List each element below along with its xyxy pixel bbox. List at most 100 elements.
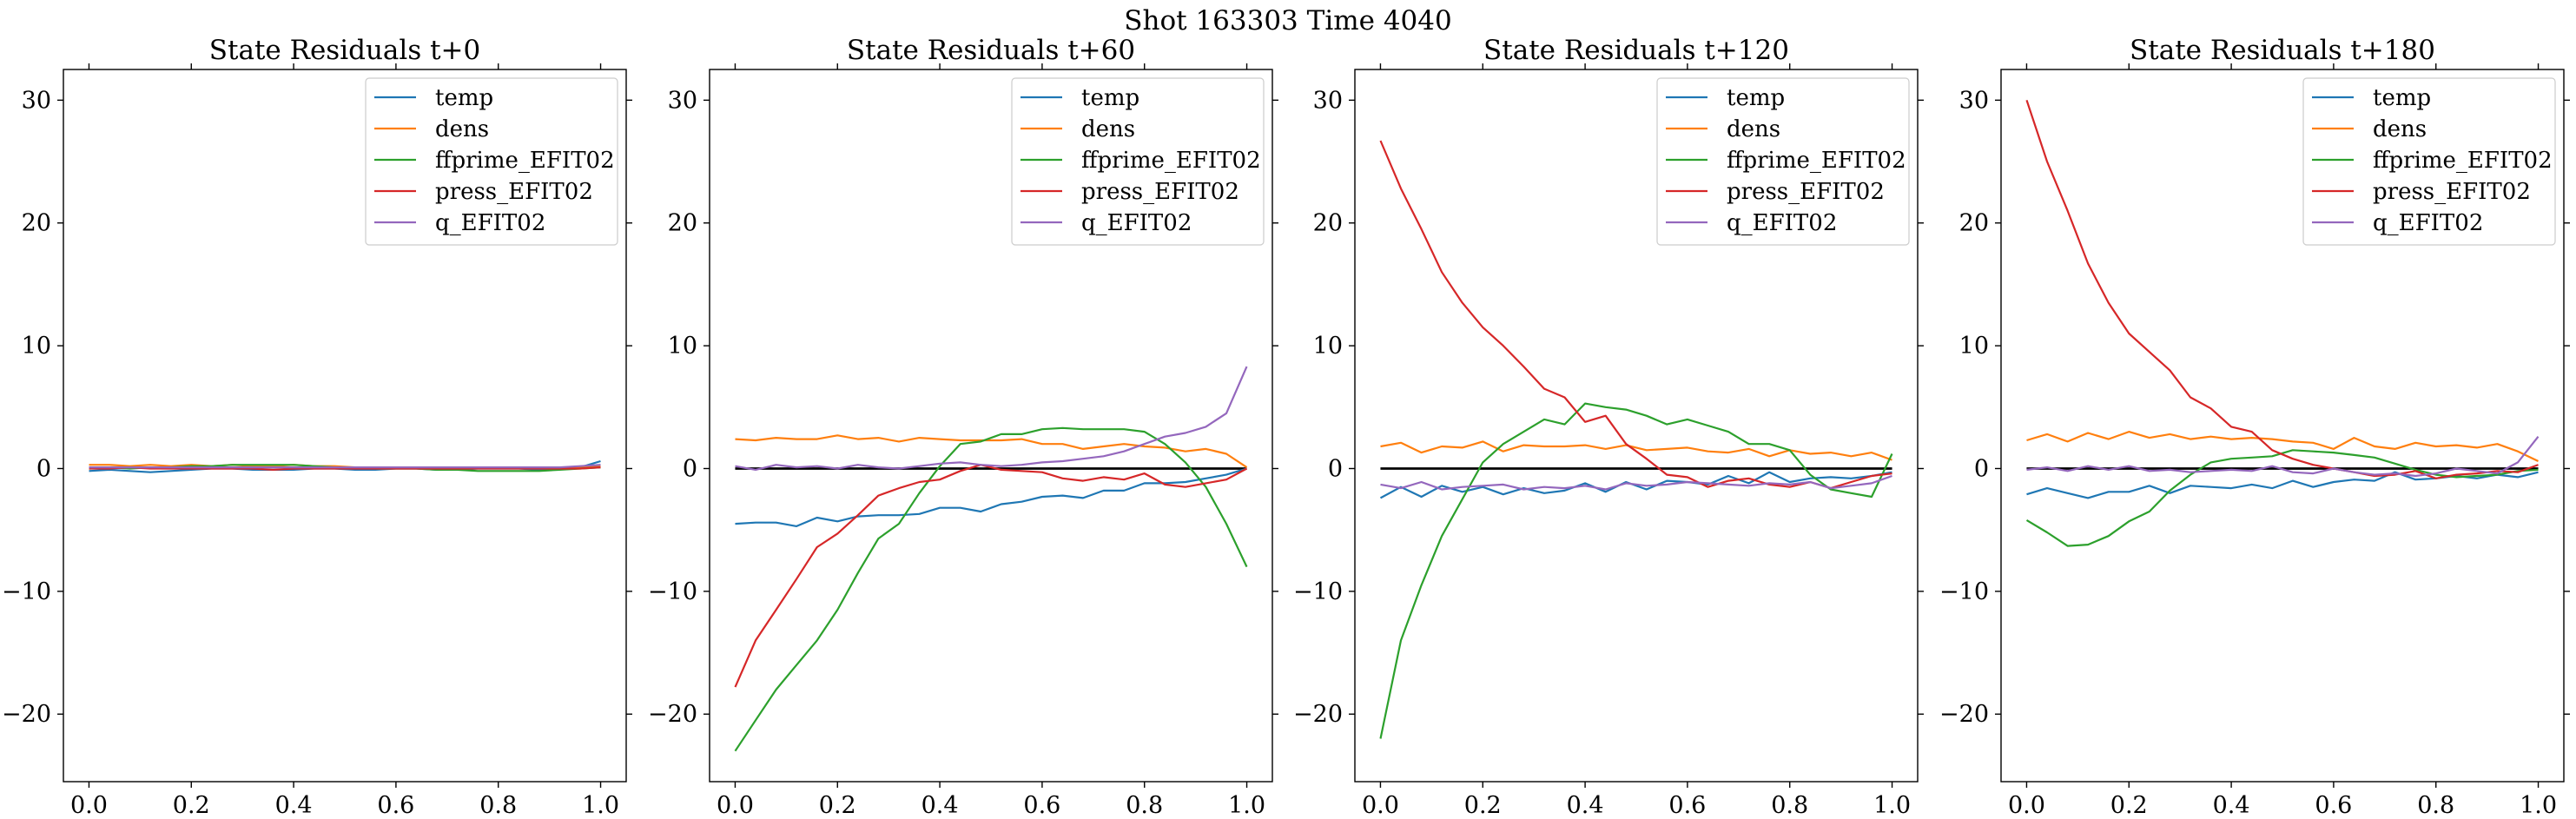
x-tick-label: 1.0 <box>1873 792 1911 819</box>
axes-frame <box>63 69 627 783</box>
y-tick-label: −10 <box>1293 578 1343 605</box>
panel-title: State Residuals t+60 <box>847 35 1135 66</box>
series-line-dens <box>2026 431 2539 462</box>
figure-suptitle: Shot 163303 Time 4040 <box>1124 5 1451 36</box>
legend-box <box>365 77 618 246</box>
x-tick-label: 0.4 <box>1567 792 1604 819</box>
x-tick-label: 0.8 <box>1771 792 1808 819</box>
y-tick-label: −10 <box>648 578 697 605</box>
legend-box <box>1011 77 1265 246</box>
series-line-temp <box>1379 471 1892 499</box>
x-tick-label: 0.4 <box>2213 792 2250 819</box>
legend-box <box>2302 77 2556 246</box>
y-tick-label: −20 <box>1293 701 1343 728</box>
legend-label: temp <box>2373 85 2431 111</box>
y-tick-label: 0 <box>36 455 51 482</box>
x-tick-label: 0.2 <box>819 792 856 819</box>
y-tick-label: 30 <box>668 87 697 114</box>
x-tick-label: 0.2 <box>1464 792 1502 819</box>
series-line-dens <box>735 434 1248 469</box>
legend-label: q_EFIT02 <box>1727 210 1837 236</box>
axes-frame <box>1354 69 1919 783</box>
x-tick-label: 0.2 <box>173 792 210 819</box>
panel-t180: State Residuals t+180 0.0 0.2 0.4 0.6 0.8 1.0… <box>1939 35 2570 819</box>
x-tick-label: 0.6 <box>1668 792 1706 819</box>
series-line-ffprime_EFIT02 <box>1379 402 1893 739</box>
x-tick-label: 0.4 <box>275 792 313 819</box>
legend-label: dens <box>1727 116 1780 142</box>
series-line-temp <box>735 467 1247 528</box>
x-tick-label: 0.2 <box>2110 792 2148 819</box>
series-line-press_EFIT02 <box>89 466 601 472</box>
x-tick-label: 0.8 <box>1126 792 1163 819</box>
x-tick-label: 0.4 <box>921 792 959 819</box>
legend-label: press_EFIT02 <box>435 179 593 205</box>
y-tick-label: −20 <box>648 701 697 728</box>
series-line-dens <box>1380 440 1892 461</box>
x-tick-label: 1.0 <box>1228 792 1265 819</box>
series-line-q_EFIT02 <box>2026 436 2540 478</box>
legend-label: ffprime_EFIT02 <box>2373 148 2553 174</box>
legend-label: dens <box>1081 116 1135 142</box>
x-tick-label: 1.0 <box>582 792 619 819</box>
y-tick-label: 0 <box>1974 455 1989 482</box>
x-tick-label: 0.0 <box>717 792 754 819</box>
y-tick-label: 10 <box>1959 333 1989 360</box>
y-tick-label: 20 <box>22 210 51 237</box>
panel-title: State Residuals t+120 <box>1483 35 1789 66</box>
series-line-q_EFIT02 <box>1380 474 1892 491</box>
series-line-press_EFIT02 <box>2025 99 2539 479</box>
y-tick-label: 30 <box>1313 87 1343 114</box>
y-tick-label: 0 <box>1328 455 1343 482</box>
legend-label: q_EFIT02 <box>1081 210 1192 236</box>
y-tick-label: 30 <box>22 87 51 114</box>
legend-label: ffprime_EFIT02 <box>1727 148 1906 174</box>
legend-label: temp <box>1727 85 1785 111</box>
series-line-q_EFIT02 <box>735 366 1248 472</box>
axes-frame <box>709 69 1273 783</box>
panel-title: State Residuals t+180 <box>2130 35 2435 66</box>
y-tick-label: 20 <box>1313 210 1343 237</box>
x-tick-label: 1.0 <box>2520 792 2557 819</box>
series-line-ffprime_EFIT02 <box>734 426 1248 752</box>
x-tick-label: 0.6 <box>1023 792 1060 819</box>
legend-label: press_EFIT02 <box>1727 179 1885 205</box>
panel-t60: State Residuals t+60 0.0 0.2 0.4 0.6 0.8 1.0 −… <box>648 35 1278 819</box>
x-tick-label: 0.8 <box>479 792 517 819</box>
y-tick-label: 10 <box>668 333 697 360</box>
x-tick-label: 0.6 <box>377 792 414 819</box>
y-tick-label: −10 <box>1939 578 1989 605</box>
legend-label: dens <box>435 116 489 142</box>
y-tick-label: 20 <box>1959 210 1989 237</box>
x-tick-label: 0.0 <box>70 792 108 819</box>
panel-t120: State Residuals t+120 0.0 0.2 0.4 0.6 0.8 1.0… <box>1293 35 1924 819</box>
x-tick-label: 0.6 <box>2315 792 2352 819</box>
y-tick-label: 10 <box>22 333 51 360</box>
series-line-press_EFIT02 <box>734 464 1248 688</box>
legend-label: ffprime_EFIT02 <box>435 148 615 174</box>
y-tick-label: −20 <box>2 701 51 728</box>
series-line-q_EFIT02 <box>89 464 601 469</box>
axes-frame <box>2000 69 2565 783</box>
panel-t0: State Residuals t+0 0.0 0.2 0.4 0.6 0.8 1.0 −2… <box>2 35 632 819</box>
x-tick-label: 0.0 <box>2008 792 2045 819</box>
y-tick-label: 10 <box>1313 333 1343 360</box>
series-line-ffprime_EFIT02 <box>2025 449 2539 547</box>
legend-label: temp <box>1081 85 1139 111</box>
y-tick-label: −20 <box>1939 701 1989 728</box>
legend-label: temp <box>435 85 493 111</box>
x-tick-label: 0.0 <box>1362 792 1399 819</box>
legend-box <box>1656 77 1910 246</box>
legend-label: ffprime_EFIT02 <box>1081 148 1261 174</box>
y-tick-label: 30 <box>1959 87 1989 114</box>
legend-label: dens <box>2373 116 2427 142</box>
y-tick-label: −10 <box>2 578 51 605</box>
legend-label: press_EFIT02 <box>1081 179 1239 205</box>
legend-label: press_EFIT02 <box>2373 179 2531 205</box>
legend-label: q_EFIT02 <box>2373 210 2483 236</box>
x-tick-label: 0.8 <box>2417 792 2454 819</box>
legend-label: q_EFIT02 <box>435 210 545 236</box>
y-tick-label: 0 <box>683 455 697 482</box>
panel-title: State Residuals t+0 <box>209 35 480 66</box>
